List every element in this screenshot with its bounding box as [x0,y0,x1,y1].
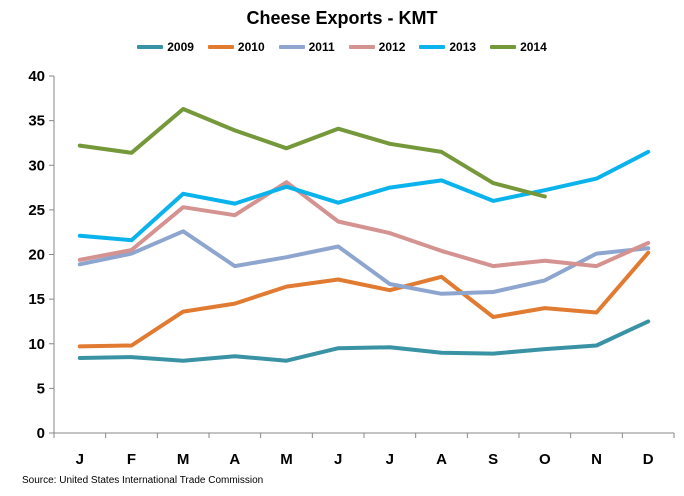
legend-swatch [419,45,446,49]
legend-label: 2009 [167,40,194,54]
chart-title: Cheese Exports - KMT [246,8,438,28]
legend-swatch [348,45,375,49]
y-tick-label: 15 [28,291,45,308]
x-tick-label: S [488,451,498,468]
y-tick-label: 35 [28,113,45,130]
y-tick-label: 40 [28,68,45,85]
x-tick-label: O [539,451,551,468]
series-line-2014 [77,107,547,199]
series-line-2011 [77,229,651,296]
legend-item-2012: 2012 [348,40,406,54]
legend-label: 2013 [449,40,477,54]
legend-swatch [278,45,305,49]
legend-item-2013: 2013 [419,40,476,54]
y-tick-label: 20 [28,247,45,264]
y-tick-label: 10 [28,336,45,353]
x-tick-label: J [334,451,342,468]
legend-item-2009: 2009 [137,40,194,54]
legend-swatch [490,45,517,49]
y-tick-label: 5 [37,380,45,397]
y-tick-label: 25 [28,202,45,219]
legend-swatch [137,45,164,49]
series-line-2009 [77,319,651,363]
x-tick-label: M [280,451,293,468]
legend-item-2014: 2014 [490,40,547,54]
legend-label: 2011 [308,40,335,54]
x-tick-label: M [177,451,190,468]
series-line-2012 [77,180,651,269]
legend-label: 2012 [378,40,406,54]
x-tick-label: A [436,451,447,468]
legend-label: 2014 [520,40,547,54]
x-tick-label: J [386,451,394,468]
legend-item-2011: 2011 [278,40,335,54]
x-tick-label: J [76,451,84,468]
x-tick-label: N [591,451,602,468]
x-tick-label: D [643,451,654,468]
source-note: Source: United States International Trad… [22,475,264,486]
legend-item-2010: 2010 [207,40,265,54]
legend-swatch [207,45,234,49]
y-tick-label: 0 [37,425,45,442]
series-line-2010 [77,250,651,349]
legend-label: 2010 [237,40,265,54]
y-tick-label: 30 [28,157,45,174]
x-tick-label: A [229,451,240,468]
legend: 2009 2010 2011 2012 2013 2014 [0,40,684,54]
series-line-2013 [77,149,651,243]
x-tick-label: F [127,451,136,468]
